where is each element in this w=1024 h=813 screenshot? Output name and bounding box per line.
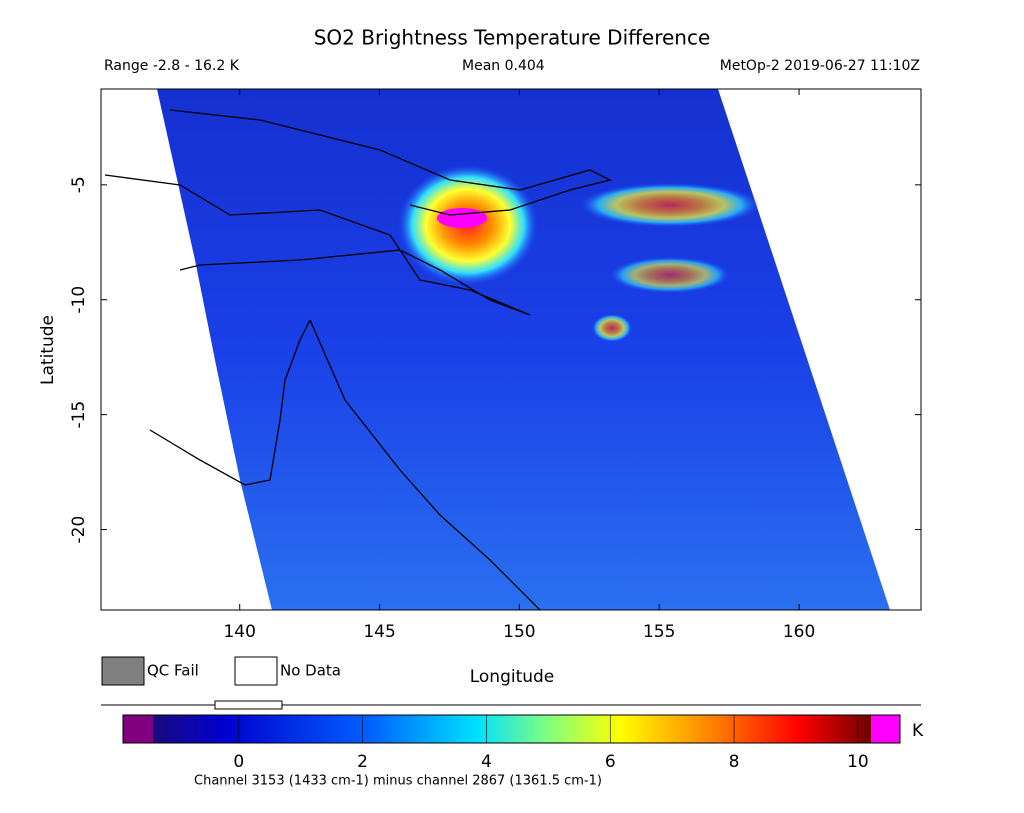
colorbar: [153, 715, 871, 743]
slider: [214, 700, 283, 710]
x-tick-label: 150: [503, 622, 535, 642]
y-tick-label: -5: [69, 176, 89, 193]
plume: [580, 183, 760, 227]
x-tick-label: 155: [643, 622, 675, 642]
colorbar-tick-label: 4: [481, 752, 492, 772]
colorbar-frame: [122, 714, 901, 744]
y-axis-label: Latitude: [38, 315, 58, 385]
plot-frame: [100, 88, 922, 611]
plume-core: [437, 208, 487, 228]
x-tick-label: 160: [783, 622, 815, 642]
colorbar-tick-label: 8: [729, 752, 740, 772]
colorbar-tick-label: 6: [605, 752, 616, 772]
no-data-label: No Data: [280, 662, 341, 680]
y-tick-label: -20: [69, 516, 89, 544]
mean: Mean 0.404: [462, 58, 545, 74]
plume: [592, 314, 632, 342]
no-data-swatch: [234, 656, 278, 686]
satellite: MetOp-2 2019-06-27 11:10Z: [720, 58, 920, 74]
qc-fail-swatch: [101, 656, 145, 686]
qc-fail-label: QC Fail: [147, 662, 199, 680]
colorbar-unit: K: [912, 721, 924, 741]
y-tick-label: -10: [69, 286, 89, 314]
y-tick-label: -15: [69, 401, 89, 429]
colorbar-under: [123, 715, 153, 743]
x-tick-label: 140: [223, 622, 255, 642]
colorbar-tick-label: 0: [233, 752, 244, 772]
title: SO2 Brightness Temperature Difference: [314, 26, 711, 50]
colorbar-over: [871, 715, 900, 743]
x-axis-label: Longitude: [470, 667, 555, 687]
colorbar-tick-label: 10: [847, 752, 869, 772]
x-tick-label: 145: [363, 622, 395, 642]
coastline: [104, 109, 612, 610]
map-image: [104, 89, 890, 610]
footnote: Channel 3153 (1433 cm-1) minus channel 2…: [194, 774, 602, 789]
plume: [610, 257, 730, 293]
swath: [157, 89, 890, 610]
range: Range -2.8 - 16.2 K: [104, 58, 240, 74]
colorbar-tick-label: 2: [357, 752, 368, 772]
